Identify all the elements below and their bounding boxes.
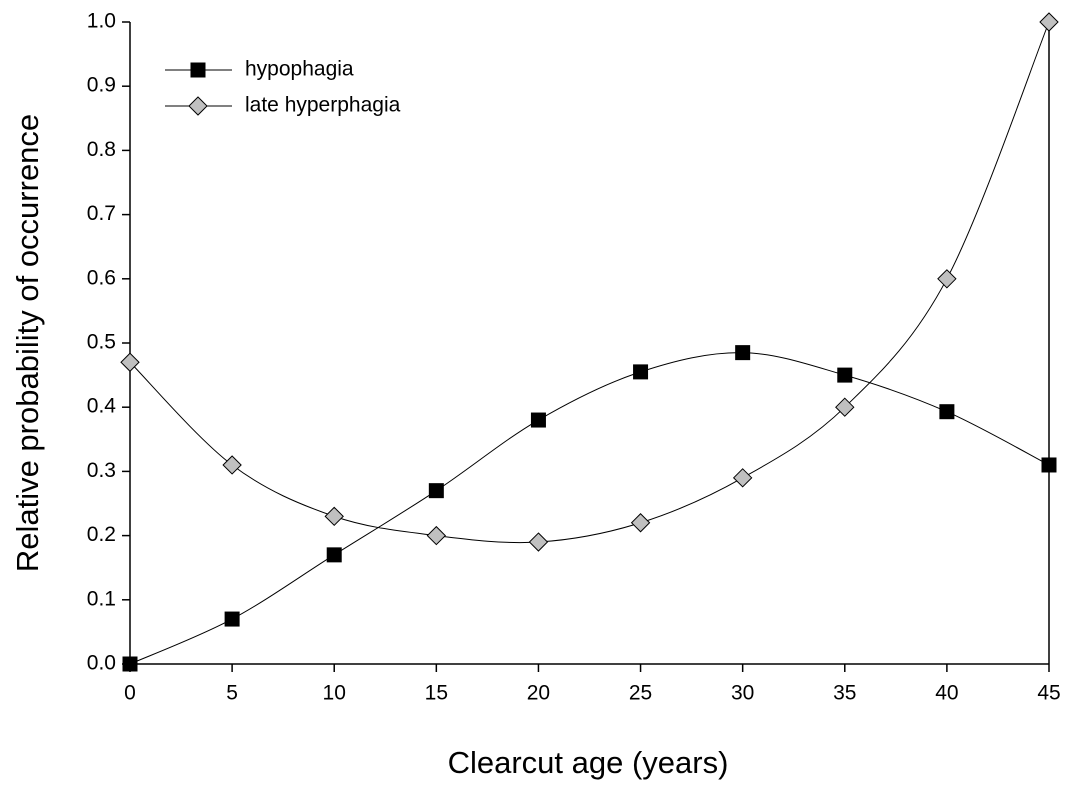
x-tick-label: 10: [323, 682, 346, 705]
y-tick-label: 0.9: [87, 74, 116, 97]
y-tick-label: 0.2: [87, 523, 116, 546]
x-tick-label: 35: [833, 682, 856, 705]
marker: [428, 483, 444, 499]
marker: [630, 513, 651, 533]
marker: [122, 656, 138, 672]
series-line: [129, 21, 1050, 544]
x-tick-label: 40: [935, 682, 958, 705]
marker: [528, 532, 549, 552]
y-axis-label: Relative probability of occurrence: [10, 114, 45, 572]
y-tick-label: 0.1: [87, 587, 116, 610]
y-tick-label: 0.0: [87, 652, 116, 675]
marker: [324, 506, 344, 527]
y-tick-label: 0.4: [87, 395, 117, 418]
marker: [732, 468, 753, 488]
y-tick-label: 0.6: [87, 266, 116, 289]
y-tick-label: 0.7: [87, 202, 116, 225]
y-tick-label: 1.0: [87, 10, 116, 33]
marker: [224, 611, 240, 627]
x-tick-label: 45: [1037, 682, 1060, 705]
marker: [530, 412, 546, 428]
y-tick-label: 0.8: [87, 138, 116, 161]
legend-marker: [188, 96, 208, 116]
marker: [633, 364, 649, 380]
x-tick-label: 0: [124, 682, 136, 705]
marker: [426, 525, 447, 546]
marker: [120, 352, 140, 372]
y-tick-label: 0.5: [87, 331, 116, 354]
marker: [735, 345, 751, 361]
legend-label: hypophagia: [245, 58, 354, 81]
legend-marker: [190, 62, 206, 78]
marker: [326, 547, 342, 563]
marker: [937, 269, 957, 289]
marker: [835, 397, 855, 417]
marker: [939, 404, 955, 420]
x-axis-label: Clearcut age (years): [448, 745, 729, 780]
x-tick-label: 25: [629, 682, 652, 705]
x-tick-label: 20: [527, 682, 550, 705]
marker: [837, 367, 853, 383]
y-tick-label: 0.3: [87, 459, 116, 482]
legend-label: late hyperphagia: [245, 94, 401, 117]
series-line: [129, 352, 1050, 665]
x-tick-label: 5: [226, 682, 238, 705]
marker: [222, 455, 242, 475]
marker: [1039, 12, 1059, 32]
x-tick-label: 30: [731, 682, 754, 705]
x-tick-label: 15: [425, 682, 448, 705]
marker: [1041, 457, 1057, 473]
